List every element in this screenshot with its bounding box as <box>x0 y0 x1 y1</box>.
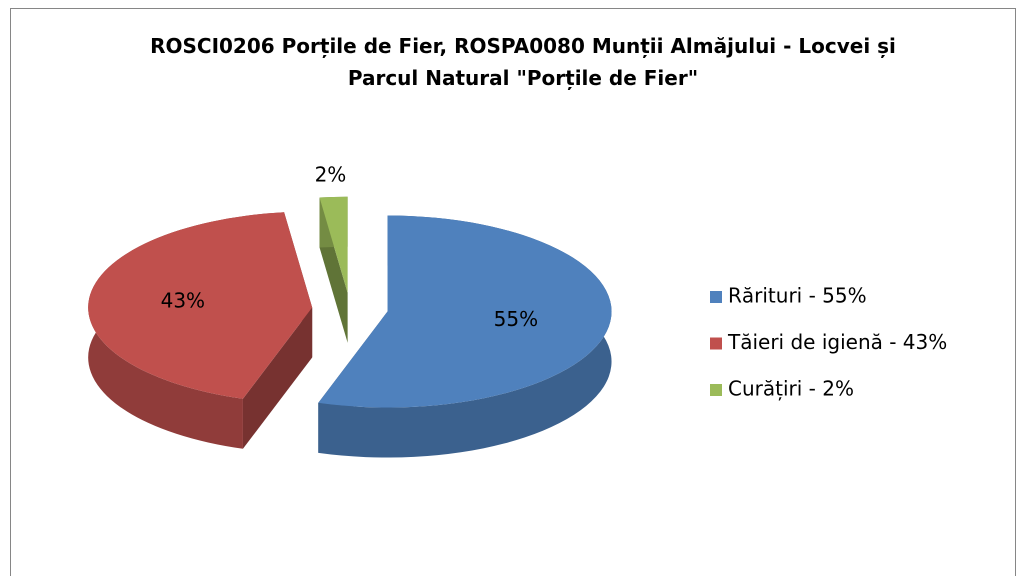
slice-wall <box>242 307 313 449</box>
chart-title: ROSCI0206 Porțile de Fier, ROSPA0080 Mun… <box>150 34 896 90</box>
data-label: 43% <box>161 289 205 313</box>
legend-swatch <box>710 337 722 350</box>
slice <box>318 215 612 408</box>
legend-swatch <box>710 384 722 396</box>
legend-label: Tăieri de igienă - 43% <box>727 330 947 354</box>
slice <box>319 196 348 293</box>
legend-label: Rărituri - 55% <box>728 284 867 308</box>
legend-label: Curățiri - 2% <box>728 377 854 401</box>
data-label: 55% <box>494 307 538 331</box>
data-label: 2% <box>315 162 347 186</box>
slice <box>88 212 313 399</box>
legend-swatch <box>710 291 722 303</box>
